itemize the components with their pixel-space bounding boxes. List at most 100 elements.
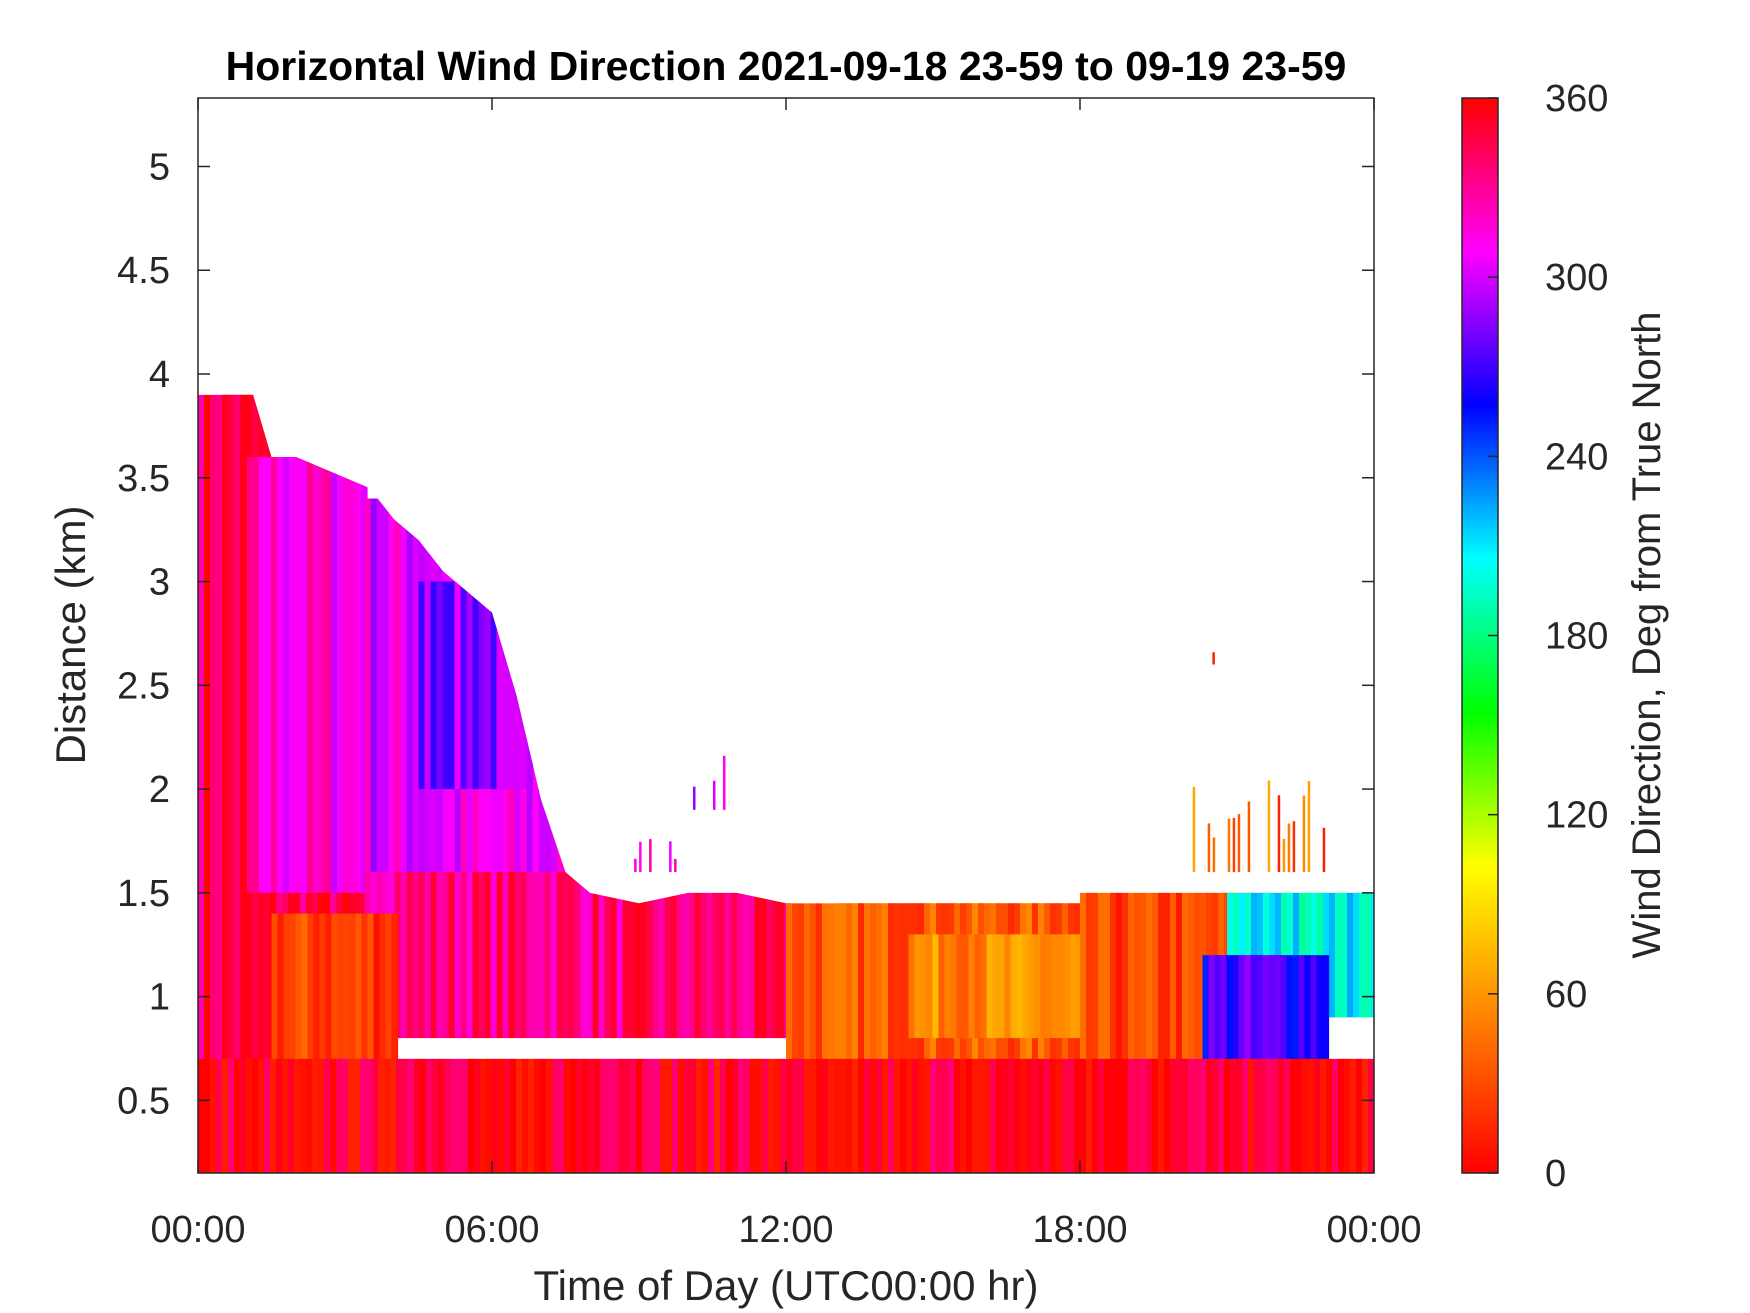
heatmap-cell <box>962 934 970 1039</box>
heatmap-cell <box>343 457 350 893</box>
patch-cell <box>1232 817 1236 873</box>
heatmap-cell <box>354 1058 361 1173</box>
heatmap-cell <box>336 1058 343 1173</box>
heatmap-cell <box>846 903 853 1101</box>
heatmap-cell <box>300 1058 307 1173</box>
heatmap-cell <box>900 903 907 1101</box>
heatmap-cell <box>974 934 982 1039</box>
x-tick-label: 06:00 <box>444 1209 539 1251</box>
patch-cell <box>1192 786 1196 873</box>
heatmap-cell <box>442 581 450 790</box>
heatmap-cell <box>283 913 291 1080</box>
heatmap-cell <box>1218 1058 1225 1173</box>
heatmap-cell <box>568 872 576 1039</box>
heatmap-cell <box>888 903 895 1101</box>
heatmap-cell <box>696 1058 703 1173</box>
heatmap-cell <box>474 1058 481 1173</box>
heatmap-cell <box>1014 1058 1021 1173</box>
heatmap-cell <box>1022 934 1030 1039</box>
heatmap-cell <box>222 394 229 1173</box>
colorbar-tick-label: 360 <box>1545 78 1608 120</box>
heatmap-cell <box>1212 1058 1219 1173</box>
heatmap-cell <box>700 872 708 1039</box>
heatmap-cell <box>520 872 528 1039</box>
heatmap-cell <box>580 872 588 1039</box>
heatmap-cell <box>1362 1058 1369 1173</box>
heatmap-cell <box>1040 934 1048 1039</box>
heatmap-cell <box>1371 892 1374 1018</box>
heatmap-cell <box>282 1058 289 1173</box>
heatmap-cell <box>198 1058 205 1173</box>
patch-cell <box>693 786 696 810</box>
x-tick-label: 18:00 <box>1032 1209 1127 1251</box>
heatmap-cell <box>454 581 462 790</box>
heatmap-cell <box>876 903 883 1101</box>
heatmap-cell <box>514 872 522 1039</box>
heatmap-cell <box>318 1058 325 1173</box>
heatmap-cell <box>858 1058 865 1173</box>
heatmap-cell <box>319 913 327 1080</box>
heatmap-cell <box>1176 1058 1183 1173</box>
heatmap-cell <box>348 1058 355 1173</box>
heatmap-cell <box>301 457 308 893</box>
y-tick-label: 0.5 <box>117 1080 170 1122</box>
heatmap-cell <box>894 903 901 1101</box>
heatmap-cell <box>412 872 420 1039</box>
heatmap-cell <box>210 1058 217 1173</box>
heatmap-cell <box>1194 892 1201 1142</box>
heatmap-cell <box>634 872 642 1039</box>
heatmap-cell <box>912 1058 919 1173</box>
heatmap-cell <box>277 457 284 893</box>
heatmap-cell <box>288 1058 295 1173</box>
heatmap-cell <box>924 1058 931 1173</box>
heatmap-cell <box>1290 1058 1297 1173</box>
heatmap-cell <box>1080 1058 1087 1173</box>
heatmap-cell <box>1032 1058 1039 1173</box>
heatmap-cell <box>391 913 399 1080</box>
x-axis: 00:00 06:00 12:00 18:00 00:00 <box>150 98 1422 1251</box>
direction-region-10 <box>1202 955 1330 1080</box>
heatmap-cell <box>616 872 624 1039</box>
heatmap-cell <box>1322 955 1330 1080</box>
heatmap-cell <box>534 1058 541 1173</box>
heatmap-cell <box>385 913 393 1080</box>
heatmap-cell <box>1368 1058 1374 1173</box>
heatmap-cell <box>678 1058 685 1173</box>
chart-title: Horizontal Wind Direction 2021-09-18 23-… <box>226 43 1347 89</box>
heatmap-cell <box>730 872 738 1039</box>
heatmap-cell <box>992 934 1000 1039</box>
heatmap-cell <box>1146 892 1153 1142</box>
heatmap-cell <box>360 1058 367 1173</box>
heatmap-cell <box>361 913 369 1080</box>
heatmap-cell <box>418 872 426 1039</box>
heatmap-cell <box>664 872 672 1039</box>
heatmap-cell <box>204 1058 211 1173</box>
heatmap-cell <box>1076 934 1084 1039</box>
heatmap-cell <box>736 872 744 1039</box>
heatmap-cell <box>1128 892 1135 1142</box>
heatmap-cell <box>412 498 420 893</box>
heatmap-cell <box>622 872 630 1039</box>
heatmap-cell <box>652 872 660 1039</box>
y-tick-label: 4.5 <box>117 250 170 292</box>
heatmap-cell <box>546 1058 553 1173</box>
heatmap-cell <box>1056 1058 1063 1173</box>
heatmap-cell <box>508 581 516 790</box>
heatmap-cell <box>1062 1058 1069 1173</box>
heatmap-cell <box>444 1058 451 1173</box>
heatmap-cell <box>228 394 235 1173</box>
sparse-patch-3 <box>1212 652 1215 665</box>
patch-cell <box>1207 823 1211 873</box>
heatmap-cell <box>330 1058 337 1173</box>
heatmap-cell <box>588 1058 595 1173</box>
heatmap-cell <box>349 457 356 893</box>
heatmap-cell <box>570 1058 577 1173</box>
heatmap-cell <box>312 1058 319 1173</box>
heatmap-cell <box>460 872 468 1039</box>
heatmap-cell <box>1008 1058 1015 1173</box>
heatmap-cell <box>972 1058 979 1173</box>
heatmap-cell <box>1140 1058 1147 1173</box>
heatmap-cell <box>636 1058 643 1173</box>
sparse-patch-0 <box>693 755 726 810</box>
heatmap-cell <box>544 872 552 1039</box>
